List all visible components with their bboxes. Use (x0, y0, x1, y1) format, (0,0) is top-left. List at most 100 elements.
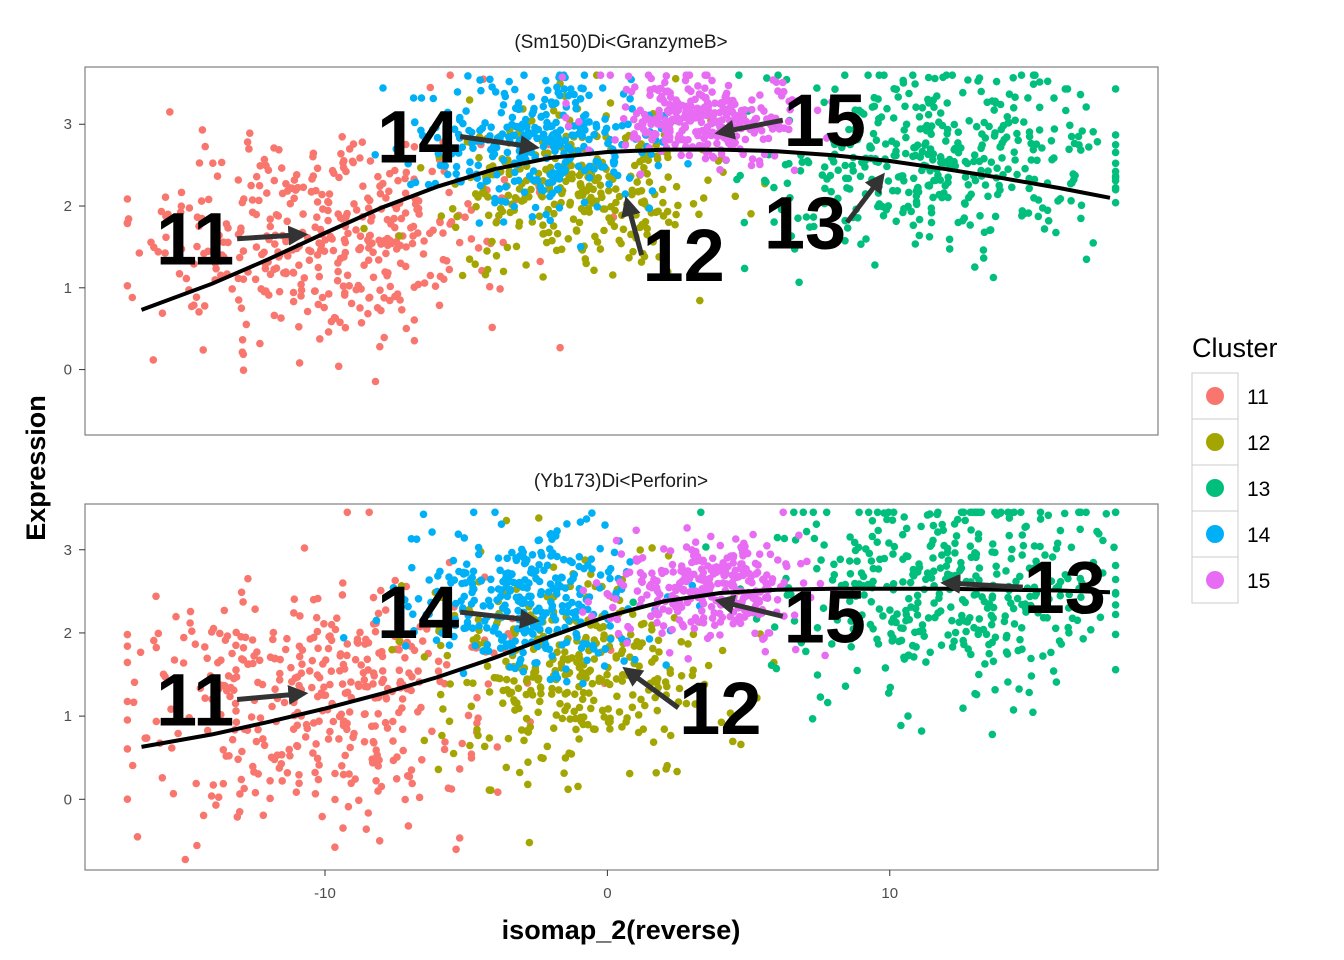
point-cluster-13 (1111, 630, 1120, 639)
point-cluster-13 (996, 100, 1005, 109)
point-cluster-14 (490, 150, 499, 158)
point-cluster-11 (410, 316, 419, 324)
point-cluster-13 (767, 661, 776, 669)
point-cluster-11 (396, 296, 404, 304)
point-cluster-11 (195, 159, 204, 167)
point-cluster-13 (816, 693, 825, 701)
point-cluster-13 (971, 263, 979, 271)
point-cluster-13 (1069, 170, 1077, 178)
point-cluster-12 (520, 196, 528, 204)
point-cluster-12 (591, 725, 599, 734)
point-cluster-13 (934, 528, 942, 536)
point-cluster-15 (742, 549, 751, 558)
point-cluster-13 (951, 539, 959, 548)
point-cluster-12 (635, 642, 644, 651)
point-cluster-13 (1024, 94, 1032, 102)
point-cluster-11 (240, 784, 248, 793)
point-cluster-13 (1043, 206, 1052, 215)
point-cluster-11 (216, 681, 225, 689)
point-cluster-14 (494, 554, 503, 562)
point-cluster-12 (587, 193, 595, 202)
point-cluster-11 (289, 725, 298, 733)
point-cluster-11 (283, 634, 291, 643)
point-cluster-14 (499, 156, 508, 164)
point-cluster-11 (224, 672, 233, 680)
point-cluster-13 (1020, 118, 1028, 126)
point-cluster-12 (571, 690, 579, 698)
point-cluster-15 (783, 562, 791, 571)
point-cluster-13 (970, 591, 979, 599)
point-cluster-15 (759, 135, 768, 143)
point-cluster-14 (454, 149, 463, 157)
point-cluster-11 (175, 270, 184, 278)
cluster-12-arrow (621, 196, 645, 256)
point-cluster-13 (988, 97, 996, 105)
point-cluster-12 (612, 675, 621, 683)
point-cluster-15 (716, 541, 725, 550)
point-cluster-14 (576, 243, 585, 251)
point-cluster-13 (917, 727, 926, 735)
point-cluster-14 (514, 176, 523, 185)
point-cluster-11 (397, 214, 406, 223)
point-cluster-11 (230, 686, 238, 694)
point-cluster-12 (584, 204, 593, 213)
point-cluster-13 (869, 625, 877, 633)
point-cluster-15 (636, 170, 645, 178)
point-cluster-14 (594, 649, 603, 657)
point-cluster-12 (649, 738, 658, 746)
point-cluster-12 (568, 654, 576, 662)
point-cluster-12 (472, 202, 480, 211)
point-cluster-11 (270, 144, 278, 152)
point-cluster-12 (615, 708, 624, 716)
point-cluster-12 (537, 689, 545, 698)
point-cluster-12 (522, 261, 530, 269)
point-cluster-11 (313, 213, 321, 221)
point-cluster-13 (964, 181, 973, 189)
point-cluster-11 (198, 126, 207, 134)
point-cluster-11 (338, 591, 347, 599)
point-cluster-13 (841, 161, 849, 170)
point-cluster-12 (437, 212, 446, 220)
point-cluster-13 (988, 638, 996, 647)
point-cluster-15 (654, 120, 662, 128)
point-cluster-11 (346, 743, 355, 752)
point-cluster-14 (529, 622, 538, 630)
point-cluster-11 (193, 841, 201, 850)
point-cluster-12 (569, 215, 578, 223)
point-cluster-12 (674, 201, 682, 210)
point-cluster-15 (631, 83, 639, 91)
point-cluster-13 (802, 527, 811, 536)
point-cluster-11 (210, 683, 219, 692)
point-cluster-13 (845, 125, 853, 134)
point-cluster-12 (589, 696, 598, 705)
point-cluster-15 (748, 105, 756, 114)
point-cluster-11 (335, 735, 343, 743)
point-cluster-11 (410, 283, 419, 292)
point-cluster-15 (648, 569, 656, 577)
point-cluster-13 (935, 190, 943, 199)
point-cluster-11 (356, 154, 364, 162)
point-cluster-13 (894, 173, 903, 181)
point-cluster-14 (500, 89, 509, 98)
point-cluster-13 (820, 541, 828, 549)
point-cluster-13 (1013, 129, 1021, 138)
point-cluster-11 (301, 733, 310, 741)
point-cluster-12 (638, 220, 646, 229)
point-cluster-12 (512, 242, 521, 251)
point-cluster-11 (292, 788, 301, 796)
point-cluster-11 (313, 627, 322, 636)
point-cluster-15 (596, 71, 605, 79)
point-cluster-14 (529, 107, 538, 116)
point-cluster-13 (1030, 194, 1038, 202)
point-cluster-15 (617, 550, 626, 558)
point-cluster-13 (1003, 113, 1012, 121)
point-cluster-15 (688, 558, 696, 567)
point-cluster-13 (830, 571, 839, 579)
point-cluster-14 (499, 101, 508, 109)
point-cluster-11 (204, 195, 213, 204)
point-cluster-13 (870, 102, 879, 111)
point-cluster-13 (915, 560, 923, 568)
point-cluster-12 (465, 96, 474, 104)
point-cluster-14 (600, 163, 608, 171)
point-cluster-12 (536, 684, 545, 692)
